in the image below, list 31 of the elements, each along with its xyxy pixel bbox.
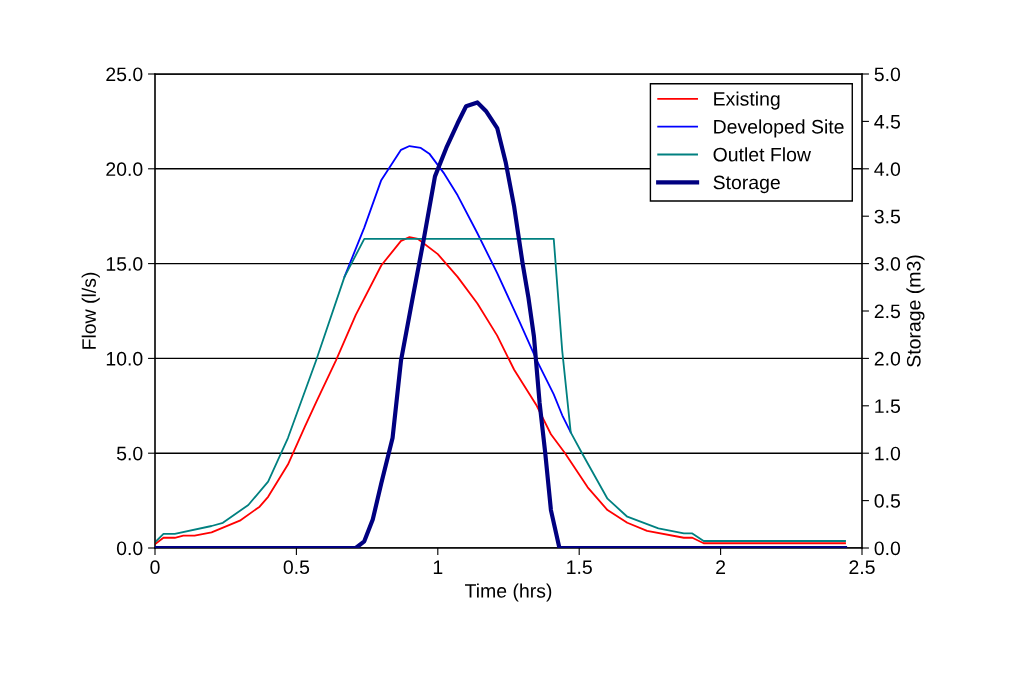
y2-tick-label: 5.0 bbox=[874, 67, 901, 82]
x-axis-title: Time (hrs) bbox=[465, 583, 552, 602]
y-tick-label: 0.0 bbox=[116, 541, 143, 556]
y2-tick-label: 2.0 bbox=[874, 351, 901, 366]
y2-tick-label: 3.5 bbox=[874, 209, 901, 224]
line-series bbox=[343, 145, 572, 434]
y2-tick-label: 0.5 bbox=[874, 494, 901, 508]
x-tick-label: 0 bbox=[150, 560, 160, 575]
legend-label: Developed Site bbox=[714, 119, 844, 138]
x-tick-label: 2.5 bbox=[849, 560, 875, 575]
y2-axis-title: Storage (m3) bbox=[906, 255, 925, 367]
x-tick-label: 1 bbox=[433, 560, 443, 574]
y2-tick-label: 0.0 bbox=[874, 541, 901, 556]
y2-tick-label: 4.5 bbox=[874, 115, 901, 129]
y2-tick-label: 4.0 bbox=[874, 162, 901, 177]
y-axis-title: Flow (l/s) bbox=[81, 272, 100, 349]
legend-label: Existing bbox=[714, 91, 780, 110]
x-tick-label: 0.5 bbox=[283, 560, 310, 575]
y-tick-label: 25.0 bbox=[106, 67, 143, 82]
legend-label: Outlet Flow bbox=[713, 147, 812, 162]
y2-tick-label: 3.0 bbox=[874, 257, 901, 271]
y-tick-label: 10.0 bbox=[106, 351, 143, 366]
legend-label: Storage bbox=[713, 175, 780, 194]
y-tick-label: 15.0 bbox=[106, 257, 143, 271]
y2-tick-label: 1.0 bbox=[875, 446, 901, 461]
y2-tick-label: 2.5 bbox=[874, 304, 901, 319]
y-tick-label: 20.0 bbox=[106, 162, 143, 177]
x-tick-label: 2 bbox=[716, 560, 726, 574]
x-tick-label: 1.5 bbox=[567, 560, 592, 575]
y2-tick-label: 1.5 bbox=[875, 399, 901, 414]
y-tick-label: 5.0 bbox=[116, 446, 143, 461]
